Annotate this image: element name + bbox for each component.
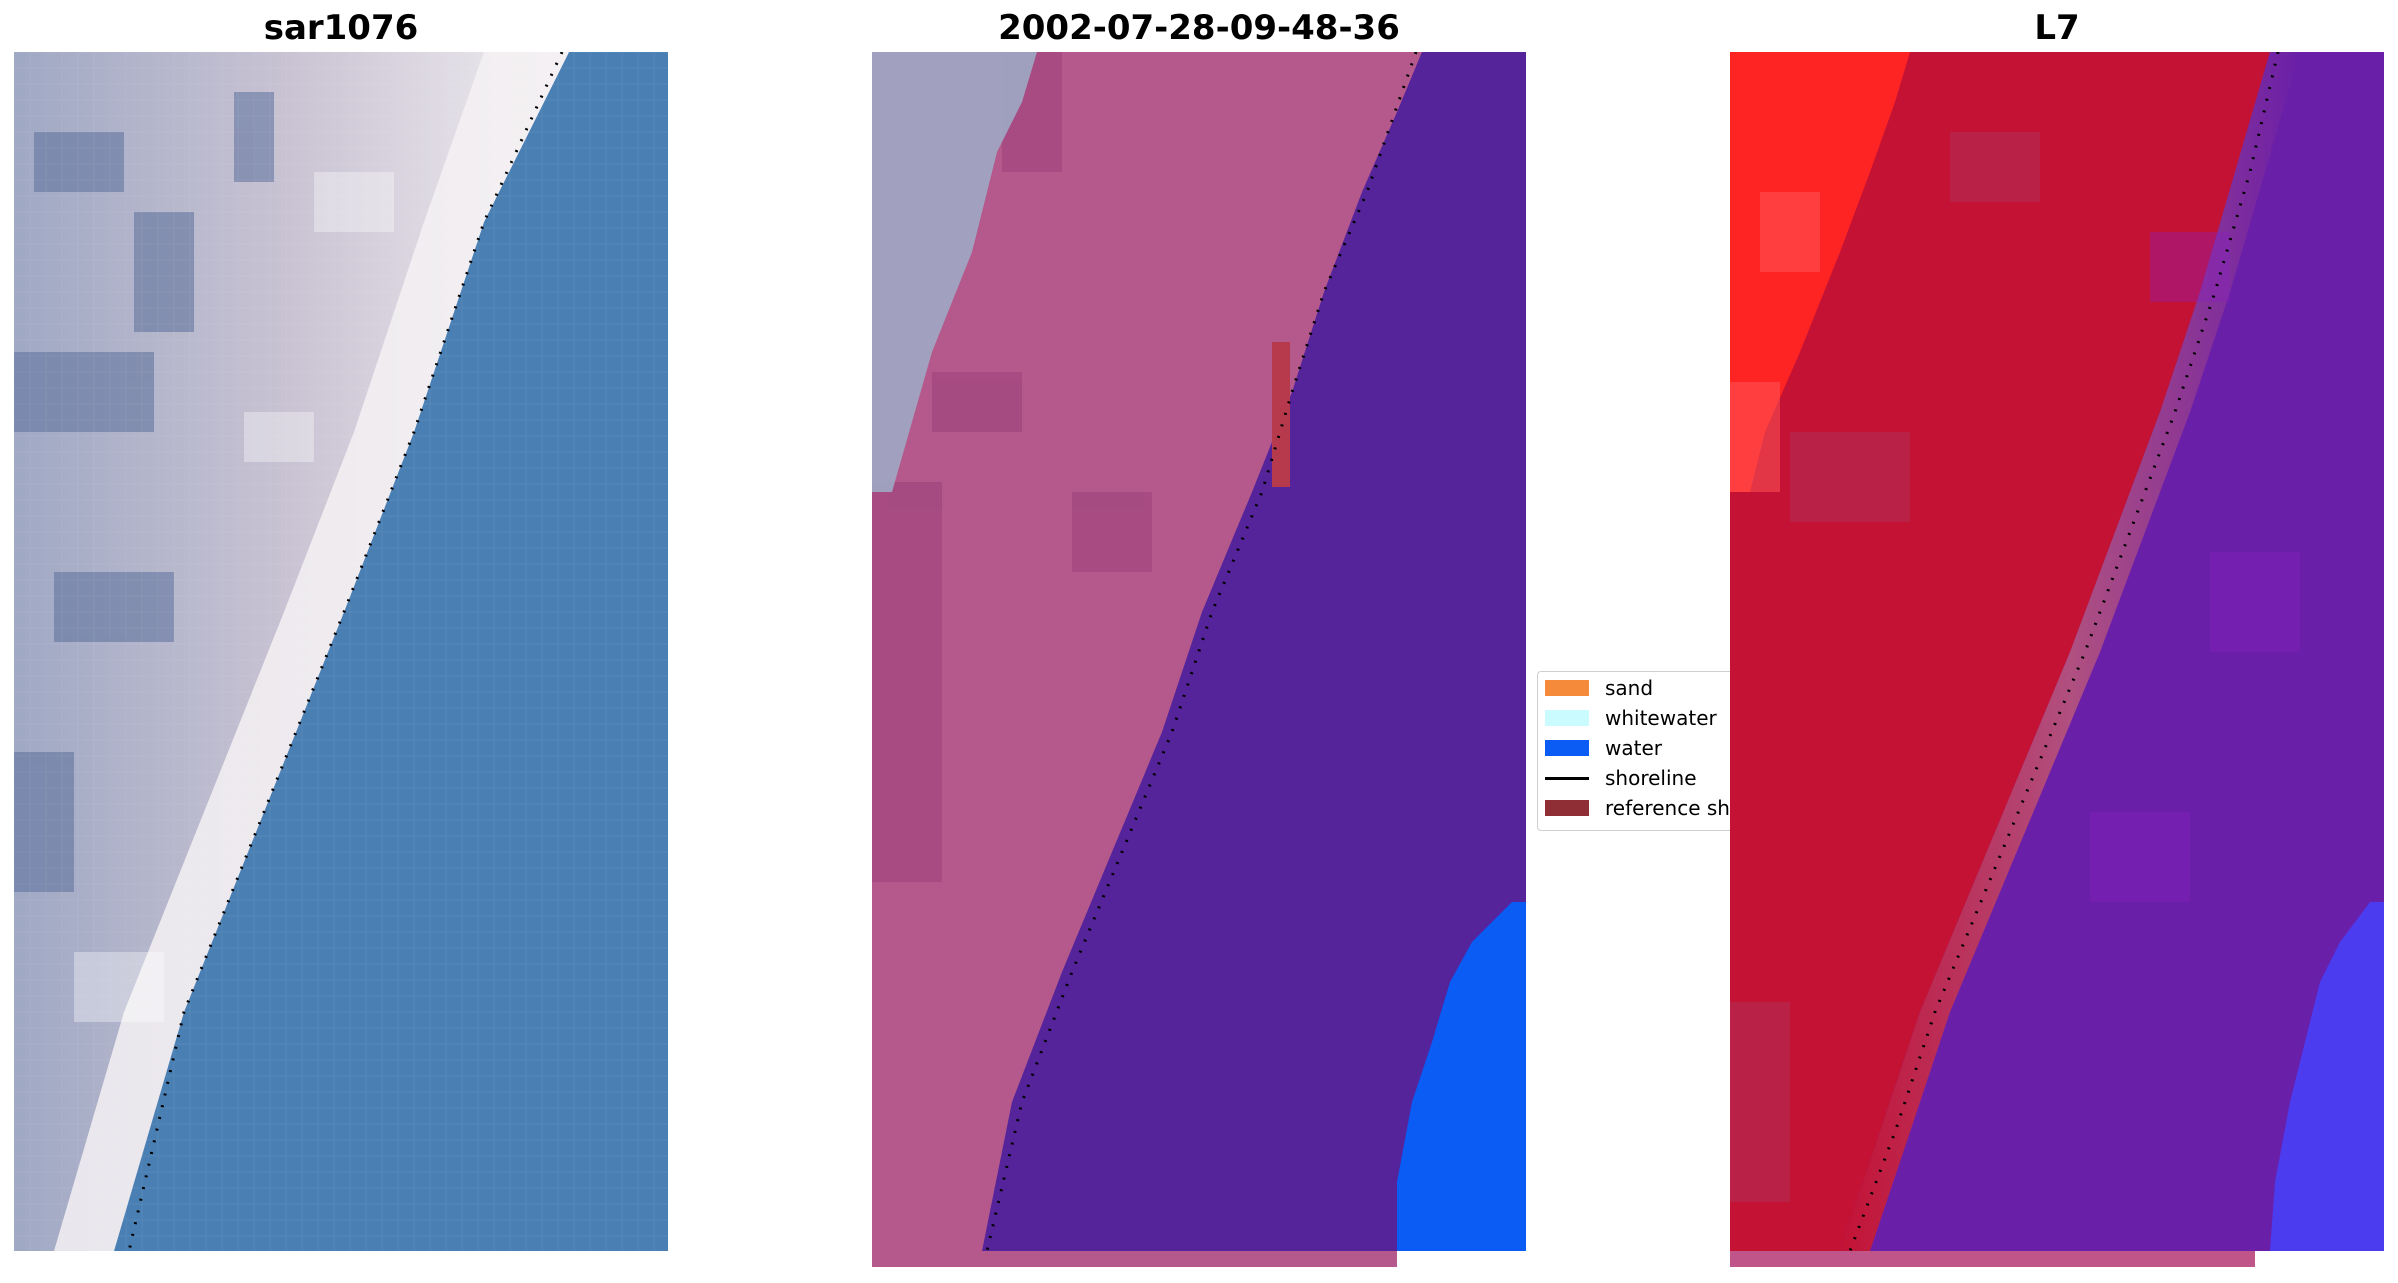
class-bright-water	[1397, 902, 1526, 1251]
legend-label-whitewater: whitewater	[1605, 706, 1717, 730]
class-cloud	[872, 52, 1037, 492]
index-transition	[1840, 52, 2300, 1251]
sand-swatch	[1545, 680, 1589, 696]
satellite-image-panel	[14, 52, 668, 1251]
legend-item-whitewater: whitewater	[1538, 704, 1717, 732]
legend-label-shoreline: shoreline	[1605, 766, 1697, 790]
index-panel	[1730, 52, 2384, 1267]
legend-label-reference: reference sh	[1605, 796, 1730, 820]
legend-item-reference: reference sh	[1538, 794, 1730, 822]
panel-title-left: sar1076	[263, 8, 419, 48]
shoreline-line-swatch	[1545, 776, 1589, 780]
class-reference	[1272, 342, 1290, 487]
index-bottom-strip	[1730, 1251, 2255, 1267]
water-swatch	[1545, 740, 1589, 756]
legend-label-sand: sand	[1605, 676, 1654, 700]
panel-title-middle: 2002-07-28-09-48-36	[998, 8, 1400, 48]
legend-item-shoreline: shoreline	[1538, 764, 1697, 792]
legend-item-water: water	[1538, 734, 1662, 762]
shoreline-dots	[127, 52, 564, 1251]
index-land	[1730, 52, 2270, 1251]
index-bright-water	[2270, 902, 2384, 1251]
legend-box: sand whitewater water shoreline referenc…	[1537, 671, 1739, 831]
class-bottom-strip	[872, 1251, 1397, 1267]
legend-label-water: water	[1605, 736, 1662, 760]
reference-swatch	[1545, 800, 1589, 816]
whitewater-swatch	[1545, 710, 1589, 726]
legend-item-sand: sand	[1538, 674, 1653, 702]
classification-panel	[872, 52, 1526, 1267]
panel-title-right: L7	[2034, 8, 2080, 48]
